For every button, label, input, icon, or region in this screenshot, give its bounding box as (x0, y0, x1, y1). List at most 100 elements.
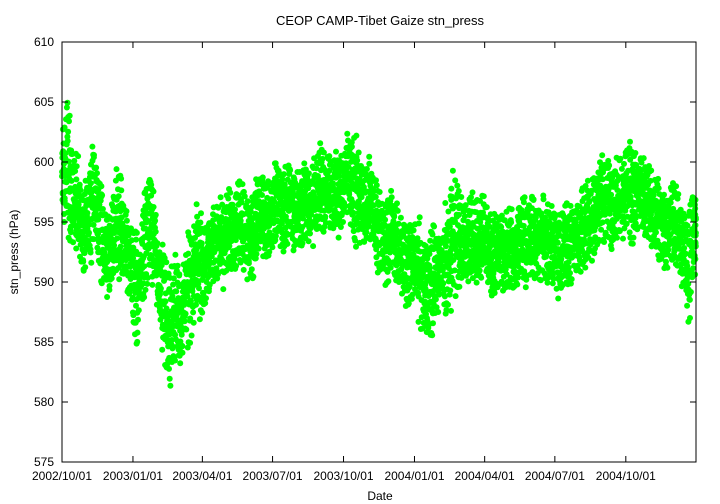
data-point (219, 201, 226, 208)
data-point (614, 187, 621, 193)
data-point (372, 193, 379, 200)
data-point (473, 209, 480, 216)
data-point (520, 222, 527, 229)
data-point (432, 296, 439, 303)
data-point (508, 206, 515, 213)
data-point (682, 250, 689, 257)
data-point (515, 274, 522, 281)
data-point (655, 185, 662, 192)
data-point (370, 202, 377, 209)
data-point (629, 240, 636, 247)
data-point (241, 193, 248, 200)
data-point (134, 329, 141, 336)
data-point (187, 297, 194, 304)
data-point (259, 192, 265, 198)
data-point (376, 189, 383, 195)
data-point (187, 315, 194, 322)
data-point (193, 201, 200, 208)
data-point (91, 152, 97, 158)
data-point (144, 280, 151, 287)
data-point (340, 219, 346, 225)
data-point (99, 206, 106, 212)
y-tick-label: 605 (34, 95, 54, 109)
data-point (422, 285, 429, 292)
data-point (491, 290, 498, 296)
data-point (433, 304, 440, 311)
data-point (247, 208, 254, 215)
data-point (620, 235, 626, 242)
data-point (145, 245, 152, 252)
data-point (117, 208, 124, 215)
data-point (348, 139, 355, 146)
data-point (265, 178, 272, 185)
data-point (190, 309, 197, 316)
data-point (135, 316, 141, 323)
data-point (183, 326, 190, 333)
data-point (94, 244, 101, 251)
data-point (248, 266, 255, 273)
data-point (272, 233, 279, 239)
data-point (410, 227, 417, 234)
data-point (179, 349, 186, 356)
data-point (675, 191, 682, 198)
data-point (225, 195, 232, 202)
data-point (388, 194, 395, 201)
data-point (397, 214, 404, 221)
data-point (135, 307, 142, 314)
data-point (313, 165, 320, 172)
data-point (692, 271, 699, 278)
data-point (344, 130, 351, 137)
data-point (366, 153, 373, 160)
data-point (80, 258, 87, 265)
data-point (88, 259, 95, 266)
data-point (674, 195, 681, 202)
data-point (449, 167, 456, 174)
data-point (388, 187, 395, 194)
data-point (620, 213, 627, 220)
data-point (253, 251, 260, 257)
data-point (508, 219, 515, 226)
data-point (175, 295, 182, 302)
data-point (395, 220, 402, 227)
data-point (178, 331, 185, 338)
data-point (94, 170, 100, 177)
data-point (188, 332, 195, 339)
data-point (618, 165, 625, 172)
data-point (614, 234, 620, 241)
data-point (335, 234, 342, 241)
data-point (550, 275, 557, 282)
data-point (473, 279, 480, 286)
data-point (452, 293, 459, 300)
data-point (655, 175, 662, 182)
data-point (142, 286, 149, 293)
data-point (84, 210, 91, 216)
data-point (630, 234, 637, 241)
data-point (358, 194, 365, 201)
data-point (169, 293, 176, 300)
data-point (300, 215, 307, 222)
data-point (406, 283, 413, 290)
data-point (322, 213, 329, 220)
data-point (167, 382, 174, 389)
data-point (366, 160, 373, 167)
data-point (353, 132, 360, 139)
data-point (259, 174, 266, 181)
data-point (63, 104, 70, 111)
data-point (330, 180, 336, 187)
data-point (317, 140, 324, 147)
data-point (540, 196, 547, 203)
y-tick-label: 585 (34, 335, 54, 349)
data-point (617, 155, 624, 162)
data-point (152, 228, 159, 235)
data-point (350, 209, 357, 216)
data-point (468, 194, 474, 201)
data-point (451, 203, 458, 210)
data-point (461, 213, 468, 220)
data-point (123, 217, 130, 224)
data-point (430, 320, 436, 327)
data-point (601, 239, 608, 245)
data-point (391, 213, 398, 220)
data-point (686, 296, 693, 303)
data-point (320, 149, 327, 156)
